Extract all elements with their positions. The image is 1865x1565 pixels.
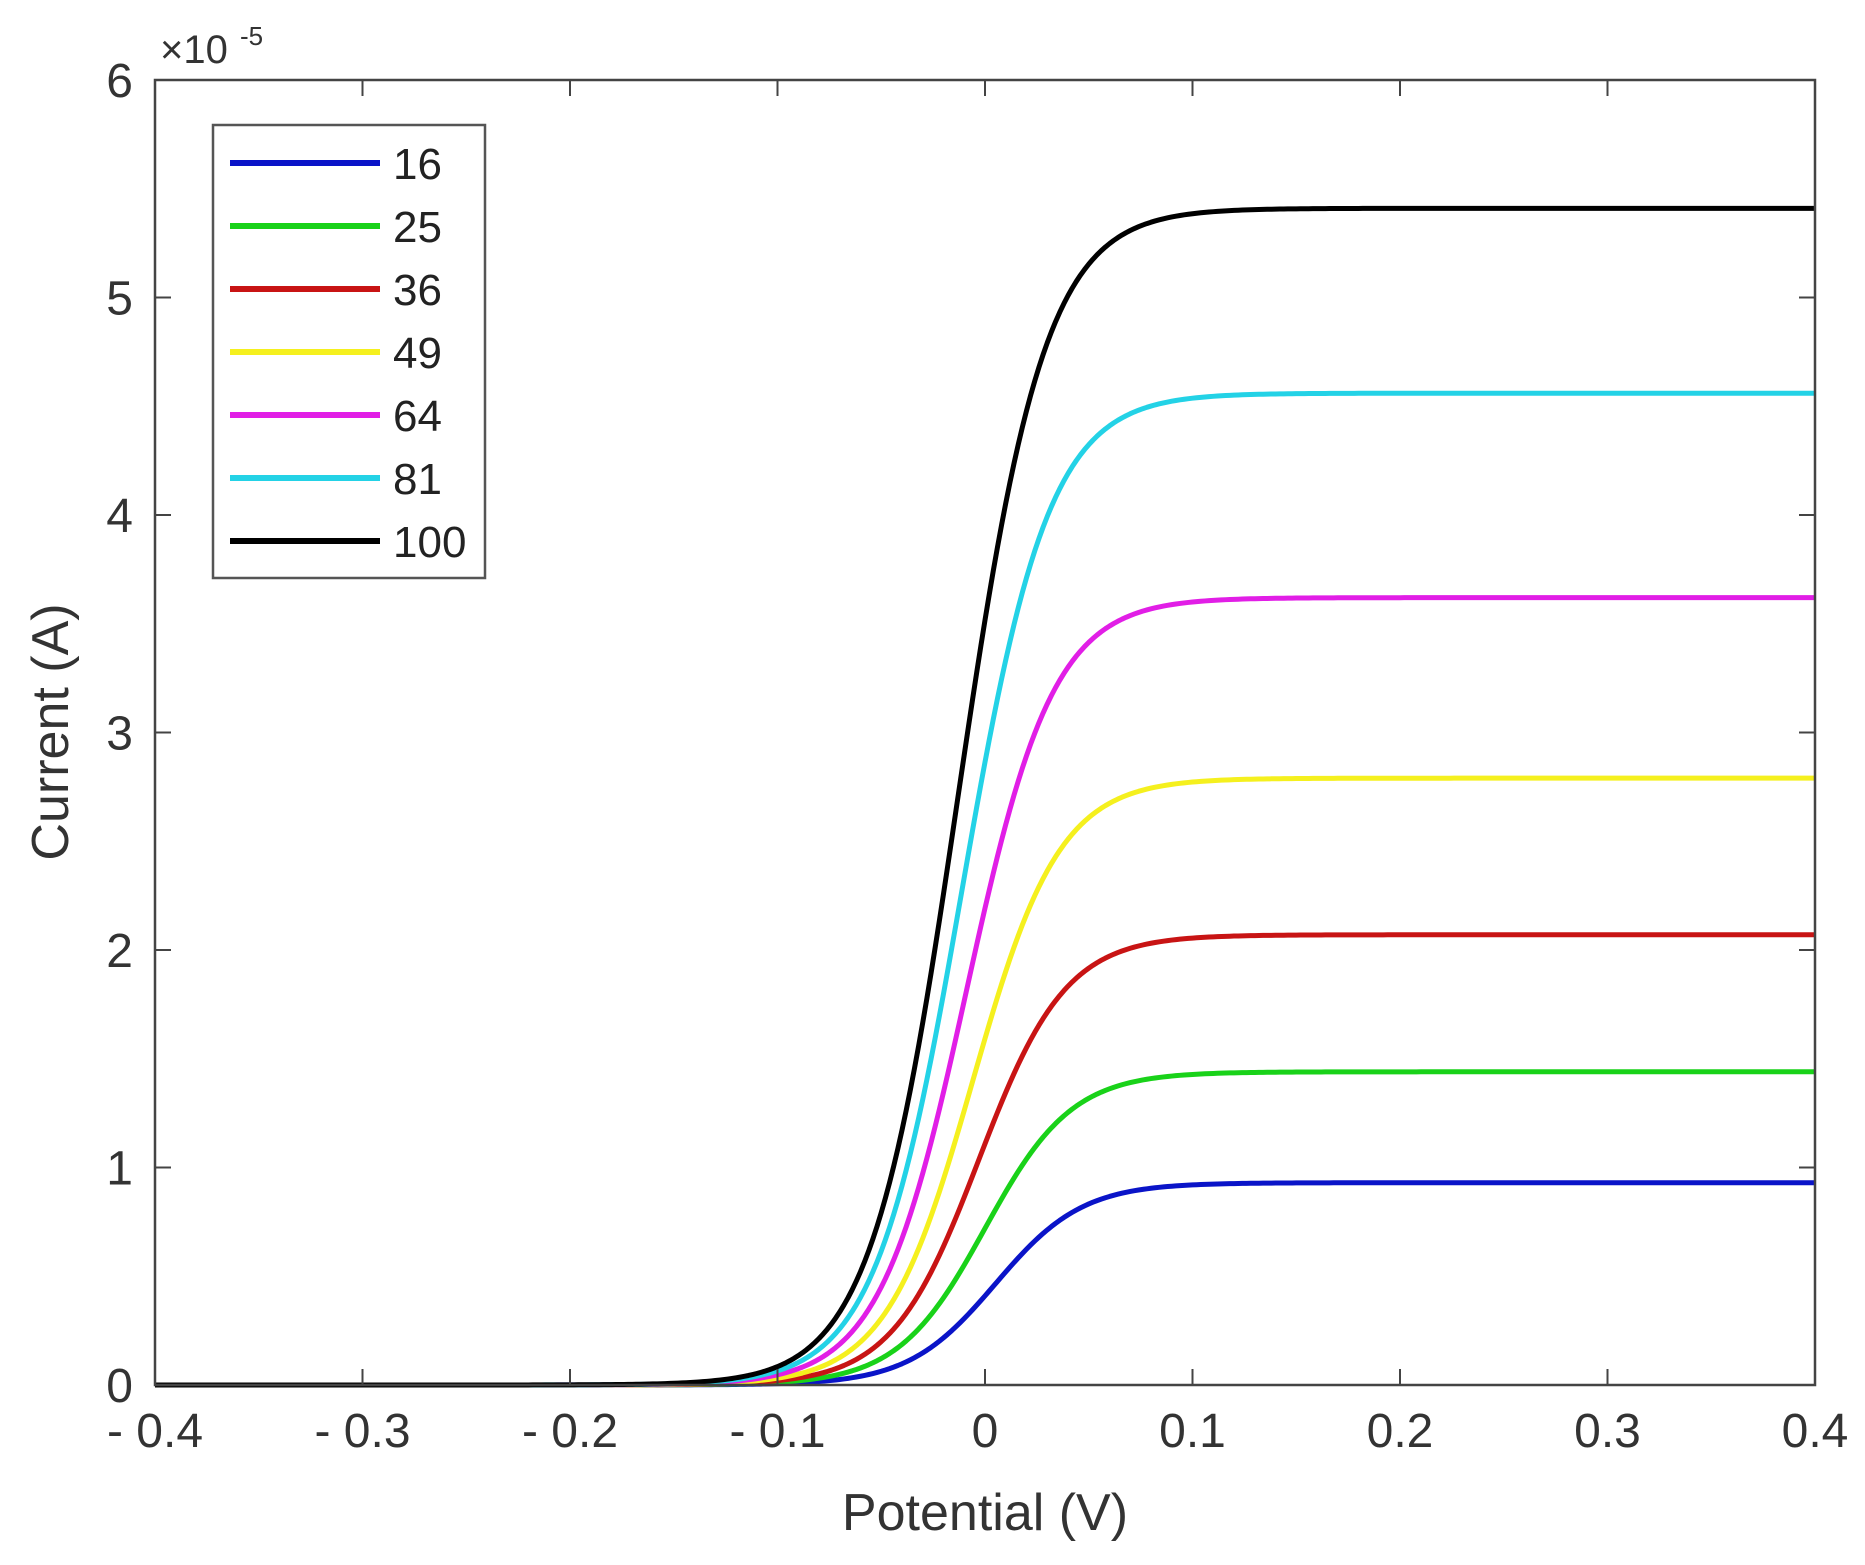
x-tick-label: 0.2 bbox=[1367, 1405, 1434, 1458]
x-tick-label: - 0.2 bbox=[522, 1405, 618, 1458]
y-tick-label: 1 bbox=[106, 1143, 133, 1196]
y-tick-label: 0 bbox=[106, 1360, 133, 1413]
tick-layer: - 0.4 - 0.3 - 0.2 - 0.1 0 0.1 0.2 0.3 0.4 0 1 2 3 4 5 6 bbox=[106, 55, 1848, 1458]
legend-label-25: 25 bbox=[393, 203, 442, 252]
legend-label-16: 16 bbox=[393, 140, 442, 189]
y-multiplier-label: ×10 bbox=[160, 28, 228, 72]
y-tick-label: 4 bbox=[106, 490, 133, 543]
y-multiplier-exponent: -5 bbox=[240, 21, 263, 51]
legend-label-36: 36 bbox=[393, 266, 442, 315]
legend-label-81: 81 bbox=[393, 455, 442, 504]
legend-label-64: 64 bbox=[393, 392, 442, 441]
legend: 16 25 36 49 64 81 100 bbox=[211, 123, 487, 580]
x-tick-label: 0.4 bbox=[1782, 1405, 1849, 1458]
y-tick-label: 6 bbox=[106, 55, 133, 108]
legend-label-100: 100 bbox=[393, 518, 466, 567]
x-tick-label: - 0.3 bbox=[314, 1405, 410, 1458]
x-axis-label: Potential (V) bbox=[842, 1484, 1128, 1542]
x-tick-label: 0.3 bbox=[1574, 1405, 1641, 1458]
x-tick-label: 0.1 bbox=[1159, 1405, 1226, 1458]
x-tick-label: - 0.4 bbox=[107, 1405, 203, 1458]
y-tick-label: 5 bbox=[106, 273, 133, 326]
legend-label-49: 49 bbox=[393, 329, 442, 378]
x-tick-label: - 0.1 bbox=[729, 1405, 825, 1458]
y-axis-label: Current (A) bbox=[22, 603, 80, 860]
y-tick-label: 2 bbox=[106, 925, 133, 978]
x-tick-label: 0 bbox=[972, 1405, 999, 1458]
y-tick-label: 3 bbox=[106, 708, 133, 761]
